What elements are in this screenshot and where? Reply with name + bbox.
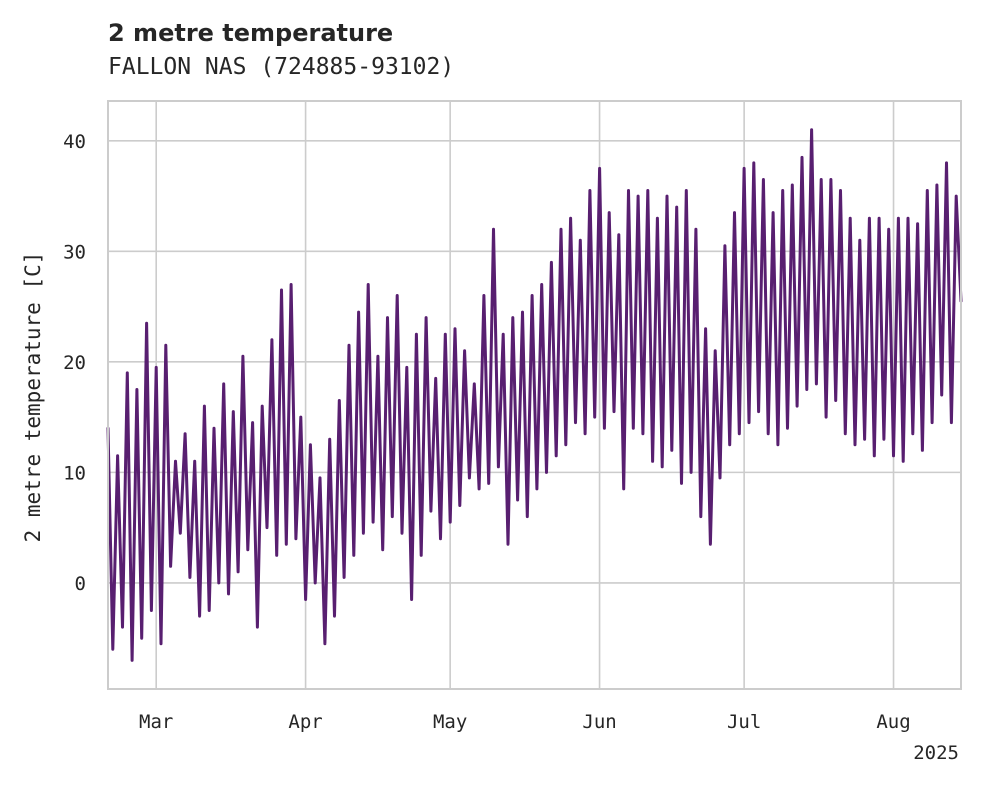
x-tick-label: May	[433, 711, 467, 733]
x-axis-ticks: Mar Apr May Jun Jul Aug	[139, 711, 911, 733]
x-tick-label: Jul	[727, 711, 761, 733]
series-line-0	[106, 128, 963, 662]
y-axis-ticks: 0 10 20 30 40	[63, 131, 86, 595]
y-tick-label: 40	[63, 131, 86, 153]
plot-frame	[107, 100, 962, 690]
series-layer	[106, 128, 963, 662]
x-tick-label: Mar	[139, 711, 173, 733]
x-tick-label: Aug	[876, 711, 910, 733]
chart-subtitle: FALLON NAS (724885-93102)	[108, 54, 454, 80]
y-tick-label: 20	[63, 352, 86, 374]
x-tick-label: Apr	[288, 711, 322, 733]
y-axis-label: 2 metre temperature [C]	[21, 252, 45, 543]
x-tick-label: Jun	[582, 711, 616, 733]
chart-title: 2 metre temperature	[108, 19, 393, 47]
y-tick-label: 0	[75, 573, 86, 595]
y-tick-label: 30	[63, 241, 86, 263]
x-axis-offset-label: 2025	[913, 742, 959, 764]
y-tick-label: 10	[63, 462, 86, 484]
